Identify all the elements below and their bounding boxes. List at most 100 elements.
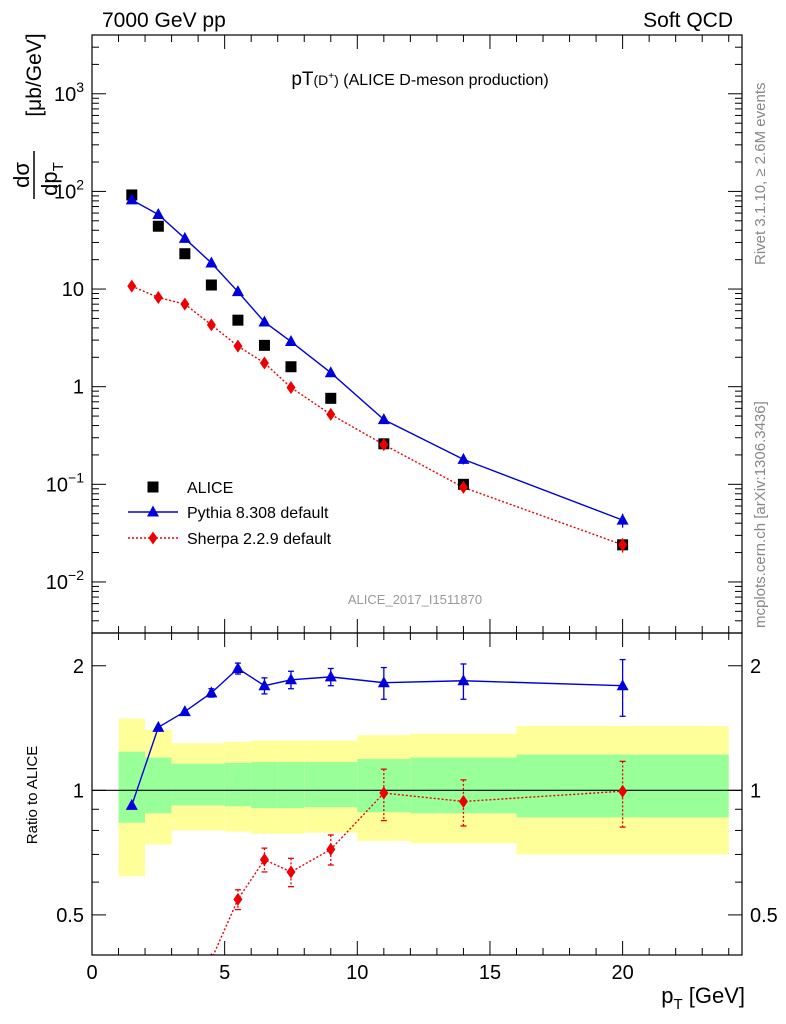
sherpa-point	[326, 407, 336, 421]
ratio-pythia-point	[616, 679, 629, 691]
ratio-pythia-point	[457, 674, 470, 686]
uncertainty-band-inner	[224, 762, 252, 807]
ratio-pythia-point	[152, 720, 165, 732]
plot-title: pT(D+) (ALICE D-meson production)	[291, 69, 548, 90]
x-axis-label: pT [GeV]	[661, 983, 745, 1013]
sherpa-point	[153, 290, 163, 304]
ylabel-unit: [μb/GeV]	[23, 33, 46, 116]
legend-label-alice: ALICE	[187, 480, 233, 497]
uncertainty-band-inner	[118, 751, 146, 823]
ylabel-den: dpT	[37, 162, 67, 196]
alice-point	[285, 361, 297, 373]
ratio-pythia-point	[231, 661, 244, 673]
ratio-y-tick-label-right: 0.5	[750, 905, 778, 927]
ratio-pythia-point	[377, 676, 390, 688]
uncertainty-band-inner	[251, 762, 278, 809]
ratio-y-tick-label: 2	[73, 656, 84, 678]
y-tick-label: 1	[73, 377, 84, 399]
pythia-point	[125, 193, 138, 205]
x-tick-label: 5	[219, 962, 230, 984]
xlabel-sub: T	[673, 996, 682, 1013]
title-main: pT	[291, 69, 314, 90]
y-tick-label-base: 10	[54, 84, 76, 106]
pythia-point	[258, 315, 271, 327]
ratio-y-tick-label-right: 1	[750, 780, 761, 802]
xlabel-unit: [GeV]	[683, 983, 745, 1008]
sherpa-point	[379, 438, 389, 452]
legend-label-pythia: Pythia 8.308 default	[187, 505, 329, 522]
sherpa-point	[180, 297, 190, 311]
ratio-sherpa-point	[458, 794, 468, 808]
sherpa-point	[206, 318, 216, 332]
y-tick-label-exp: 3	[76, 79, 84, 95]
legend-label-sherpa: Sherpa 2.2.9 default	[187, 531, 332, 548]
ratio-pythia-point	[258, 679, 271, 691]
y-tick-label: 102	[54, 176, 84, 203]
header-right: Soft QCD	[643, 9, 733, 32]
legend-marker-pythia	[147, 505, 159, 517]
title-close: )	[334, 72, 339, 88]
title-sup-plus: +	[328, 71, 334, 82]
y-tick-label: 10−2	[46, 567, 84, 594]
legend-marker-alice	[147, 481, 159, 493]
pythia-point	[616, 513, 629, 525]
ratio-frame	[91, 632, 743, 956]
pythia-point	[205, 256, 218, 268]
ratio-sherpa-point	[326, 842, 336, 856]
y-tick-label-base: 10	[62, 279, 84, 301]
pythia-point	[377, 413, 390, 425]
ylabel-den-sub: T	[50, 162, 67, 171]
ratio-sherpa-point	[286, 865, 296, 879]
ratio-sherpa-point	[259, 853, 269, 867]
uncertainty-band-inner	[304, 762, 358, 808]
rivet-label: Rivet 3.1.10, ≥ 2.6M events	[752, 83, 769, 266]
y-tick-label: 10	[62, 279, 84, 301]
y-tick-label-exp: 2	[76, 176, 84, 192]
y-tick-label-exp: −1	[68, 469, 84, 485]
title-rest: (ALICE D-meson production)	[339, 72, 549, 89]
x-tick-label: 20	[611, 962, 633, 984]
alice-point	[205, 279, 217, 291]
y-tick-label-exp: −2	[68, 567, 84, 583]
legend-marker-sherpa	[148, 531, 158, 545]
ratio-sherpa-line	[212, 790, 623, 955]
title-sup: (D	[314, 72, 329, 88]
ylabel-num: dσ	[9, 162, 34, 188]
header-left: 7000 GeV pp	[102, 9, 226, 32]
pythia-point	[178, 231, 191, 243]
y-tick-label-base: 10	[46, 474, 68, 496]
sherpa-point	[127, 279, 137, 293]
mcplots-label: mcplots.cern.ch [arXiv:1306.3436]	[752, 401, 769, 628]
ratio-y-tick-label: 1	[73, 780, 84, 802]
ratio-ylabel: Ratio to ALICE	[24, 746, 41, 844]
ratio-pythia-point	[178, 705, 191, 717]
pythia-point	[284, 335, 297, 347]
ratio-sherpa-point	[379, 786, 389, 800]
pythia-point	[231, 285, 244, 297]
alice-point	[152, 220, 164, 232]
ratio-pythia-point	[205, 686, 218, 698]
ratio-pythia-point	[125, 798, 138, 810]
ylabel-den-main: dp	[37, 171, 62, 195]
analysis-id: ALICE_2017_I1511870	[348, 592, 482, 607]
alice-point	[232, 314, 244, 326]
ratio-sherpa-point	[618, 784, 628, 798]
y-tick-label-base: 10	[54, 181, 76, 203]
alice-point	[258, 339, 270, 351]
x-tick-label: 10	[346, 962, 368, 984]
y-tick-label: 10−1	[46, 469, 84, 496]
sherpa-point	[618, 538, 628, 552]
y-tick-label: 103	[54, 79, 84, 106]
x-tick-label: 15	[479, 962, 501, 984]
uncertainty-band-inner	[171, 763, 225, 806]
legend: ALICE Pythia 8.308 default Sherpa 2.2.9 de…	[128, 480, 332, 548]
uncertainty-band-inner	[277, 762, 305, 809]
pythia-point	[324, 366, 337, 378]
pythia-line	[131, 199, 623, 521]
y-axis-label: dσ dpT [μb/GeV]	[9, 33, 67, 199]
ratio-pythia-point	[324, 670, 337, 682]
pythia-point	[457, 452, 470, 464]
y-tick-label-base: 1	[73, 377, 84, 399]
sherpa-point	[458, 480, 468, 494]
x-tick-label: 0	[86, 962, 97, 984]
